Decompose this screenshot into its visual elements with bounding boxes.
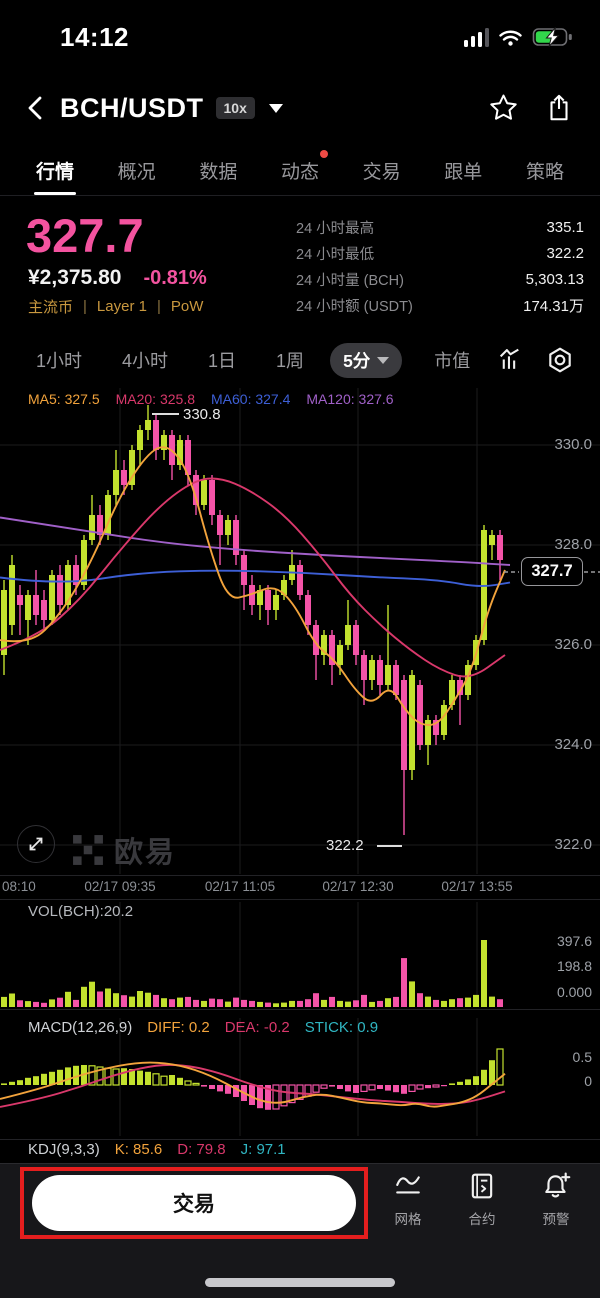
pair-title: BCH/USDT bbox=[60, 92, 204, 123]
tab-strategy[interactable]: 策略 bbox=[525, 162, 564, 183]
leverage-badge: 10x bbox=[215, 97, 255, 119]
ma60-label: MA60: 327.4 bbox=[211, 391, 291, 407]
price-alert-button[interactable]: 预警 bbox=[532, 1172, 580, 1228]
tf-1h[interactable]: 1小时 bbox=[36, 351, 83, 371]
favorite-star-icon[interactable] bbox=[487, 92, 520, 124]
low-annotation: 322.2 bbox=[326, 837, 364, 854]
tab-overview[interactable]: 概况 bbox=[117, 162, 156, 183]
chart-settings-icon[interactable] bbox=[546, 346, 574, 374]
market-cap-toggle[interactable]: 市值 bbox=[434, 351, 471, 371]
notification-dot bbox=[319, 150, 328, 158]
highlight-annotation-box bbox=[20, 1167, 368, 1239]
bottom-action-bar: 交易 网格 合约 预警 bbox=[0, 1163, 600, 1298]
token-tags[interactable]: 主流币 | Layer 1 | PoW bbox=[28, 298, 204, 316]
home-indicator[interactable] bbox=[205, 1278, 395, 1287]
chevron-down-icon bbox=[377, 356, 390, 364]
okx-logo-icon bbox=[73, 835, 103, 865]
section-tabs: 行情 概况 数据 动态 交易 跟单 策略 bbox=[0, 146, 600, 196]
macd-stick: STICK: 0.9 bbox=[304, 1019, 379, 1036]
grid-trading-button[interactable]: 网格 bbox=[384, 1172, 432, 1228]
status-time: 14:12 bbox=[60, 22, 129, 52]
time-axis: 08:10 02/17 09:35 02/17 11:05 02/17 12:3… bbox=[2, 879, 513, 894]
contract-button[interactable]: 合约 bbox=[458, 1172, 506, 1228]
timeframe-bar: 1小时 4小时 1日 1周 5分 市值 bbox=[0, 336, 600, 384]
ma120-label: MA120: 327.6 bbox=[306, 391, 394, 407]
stat-row: 24 小时量 (BCH) 5,303.13 bbox=[296, 270, 584, 289]
alert-bell-icon bbox=[545, 1172, 571, 1198]
status-icons bbox=[463, 26, 575, 48]
tag-layer1: Layer 1 bbox=[96, 298, 147, 315]
kdj-title: KDJ(9,3,3) bbox=[28, 1141, 100, 1158]
stat-row: 24 小时额 (USDT) 174.31万 bbox=[296, 297, 584, 315]
okx-watermark: 欧易 bbox=[72, 829, 176, 871]
volume-label: VOL(BCH):20.2 bbox=[28, 903, 134, 920]
current-price-tag: 327.7 bbox=[521, 557, 583, 586]
fullscreen-chart-button[interactable] bbox=[17, 825, 55, 863]
indicator-icon[interactable] bbox=[496, 347, 524, 374]
tab-data[interactable]: 数据 bbox=[199, 162, 238, 183]
kdj-k: K: 85.6 bbox=[114, 1141, 163, 1158]
cellular-signal-icon bbox=[463, 27, 489, 47]
contract-icon bbox=[471, 1173, 493, 1199]
nav-bar: BCH/USDT 10x bbox=[0, 84, 600, 132]
kdj-d: D: 79.8 bbox=[177, 1141, 226, 1158]
share-icon[interactable] bbox=[544, 92, 574, 124]
macd-dea: DEA: -0.2 bbox=[224, 1019, 290, 1036]
tag-mainstream: 主流币 bbox=[28, 299, 74, 316]
trade-button[interactable]: 交易 bbox=[32, 1175, 356, 1231]
tab-trade[interactable]: 交易 bbox=[362, 162, 401, 183]
price-subrow: ¥2,375.80 -0.81% bbox=[28, 266, 207, 290]
kdj-j: J: 97.1 bbox=[240, 1141, 286, 1158]
tf-1w[interactable]: 1周 bbox=[276, 351, 305, 371]
macd-title: MACD(12,26,9) bbox=[28, 1019, 133, 1036]
ma20-label: MA20: 325.8 bbox=[115, 391, 195, 407]
stat-row: 24 小时最高 335.1 bbox=[296, 218, 584, 237]
fiat-value: ¥2,375.80 bbox=[28, 266, 122, 289]
grid-trading-icon bbox=[396, 1176, 420, 1194]
wifi-icon bbox=[499, 30, 522, 46]
ma5-label: MA5: 327.5 bbox=[28, 391, 100, 407]
change-percent: -0.81% bbox=[143, 267, 207, 289]
tab-quotes[interactable]: 行情 bbox=[36, 146, 74, 195]
stat-row: 24 小时最低 322.2 bbox=[296, 244, 584, 263]
kdj-legend: KDJ(9,3,3) K: 85.6 D: 79.8 J: 97.1 bbox=[28, 1141, 286, 1158]
tab-copy-trading[interactable]: 跟单 bbox=[444, 162, 483, 183]
tf-4h[interactable]: 4小时 bbox=[122, 351, 169, 371]
macd-legend: MACD(12,26,9) DIFF: 0.2 DEA: -0.2 STICK:… bbox=[28, 1019, 378, 1036]
tf-1d[interactable]: 1日 bbox=[208, 351, 237, 371]
macd-diff: DIFF: 0.2 bbox=[147, 1019, 210, 1036]
battery-charging-icon bbox=[532, 27, 572, 47]
watermark-text: 欧易 bbox=[114, 837, 177, 869]
tab-news[interactable]: 动态 bbox=[281, 146, 328, 195]
back-icon[interactable] bbox=[24, 94, 46, 122]
tf-selected-5min[interactable]: 5分 bbox=[330, 342, 403, 378]
tag-pow: PoW bbox=[170, 298, 204, 315]
pair-dropdown-icon[interactable] bbox=[268, 103, 283, 113]
ma-legend: MA5: 327.5 MA20: 325.8 MA60: 327.4 MA120… bbox=[28, 391, 394, 407]
last-price: 327.7 bbox=[26, 209, 144, 262]
high-annotation: 330.8 bbox=[183, 406, 221, 423]
expand-icon bbox=[29, 837, 43, 851]
stats-24h: 24 小时最高 335.1 24 小时最低 322.2 24 小时量 (BCH) 5,… bbox=[296, 214, 584, 318]
